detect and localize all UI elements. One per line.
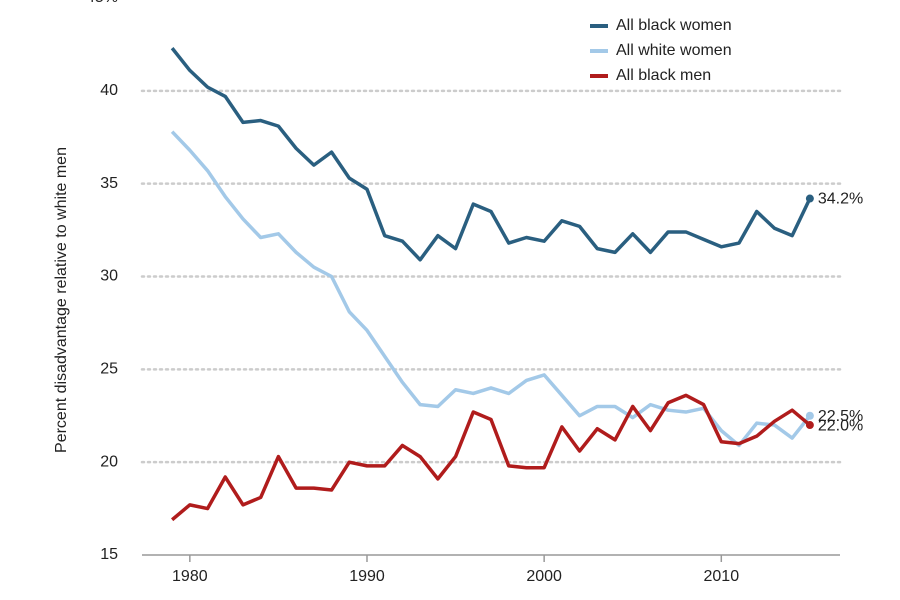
end-label: 34.2% (818, 191, 863, 208)
end-point (805, 421, 814, 430)
legend-label: All black men (616, 67, 711, 84)
y-tick-label: 25 (100, 361, 118, 378)
y-tick-label: 45% (86, 0, 118, 6)
line (170, 47, 812, 262)
y-tick-label: 20 (100, 453, 118, 470)
x-tick-label: 2000 (526, 568, 562, 585)
end-label: 22.5% (818, 408, 863, 425)
x-tick-label: 1980 (172, 568, 208, 585)
line (170, 130, 812, 448)
y-axis-label: Percent disadvantage relative to white m… (53, 147, 70, 453)
end-point (805, 411, 814, 420)
x-tick-label: 1990 (349, 568, 385, 585)
x-tick-label: 2010 (704, 568, 740, 585)
y-tick-label: 35 (100, 175, 118, 192)
end-point (805, 194, 814, 203)
y-tick-label: 15 (100, 546, 118, 563)
legend-label: All white women (616, 42, 732, 59)
line (170, 393, 812, 522)
legend-label: All black women (616, 17, 732, 34)
end-label: 22.0% (818, 417, 863, 434)
y-tick-label: 40 (100, 82, 118, 99)
y-tick-label: 30 (100, 268, 118, 285)
